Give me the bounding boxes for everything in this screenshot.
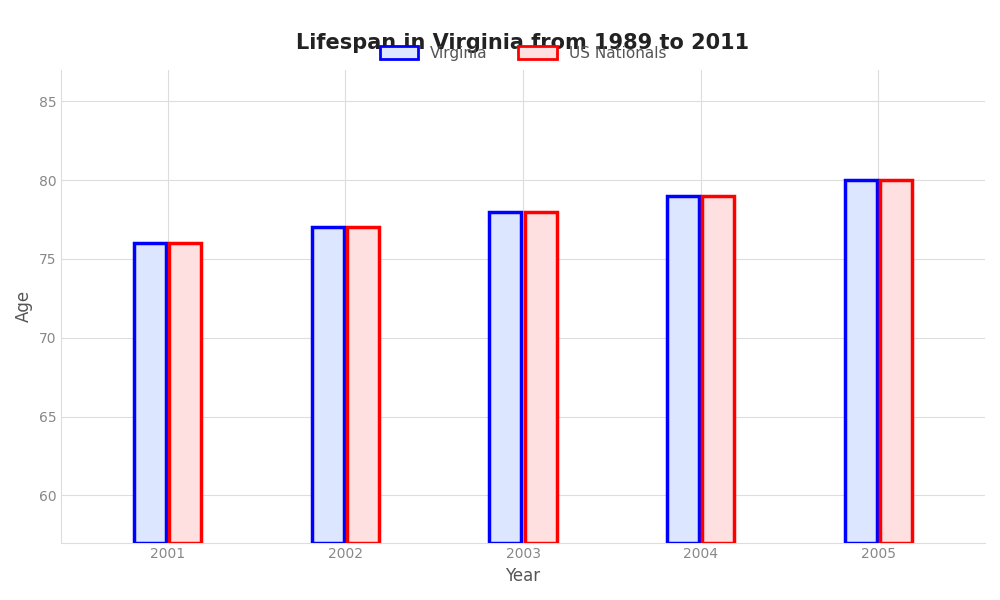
Legend: Virginia, US Nationals: Virginia, US Nationals xyxy=(374,40,672,67)
Y-axis label: Age: Age xyxy=(15,290,33,322)
Bar xyxy=(880,180,912,542)
Bar xyxy=(845,180,877,542)
Bar xyxy=(134,243,166,542)
Bar xyxy=(702,196,734,542)
Title: Lifespan in Virginia from 1989 to 2011: Lifespan in Virginia from 1989 to 2011 xyxy=(296,33,750,53)
Bar xyxy=(489,212,521,542)
Bar xyxy=(667,196,699,542)
Bar xyxy=(347,227,379,542)
Bar xyxy=(169,243,201,542)
Bar xyxy=(525,212,557,542)
X-axis label: Year: Year xyxy=(505,567,541,585)
Bar xyxy=(312,227,344,542)
